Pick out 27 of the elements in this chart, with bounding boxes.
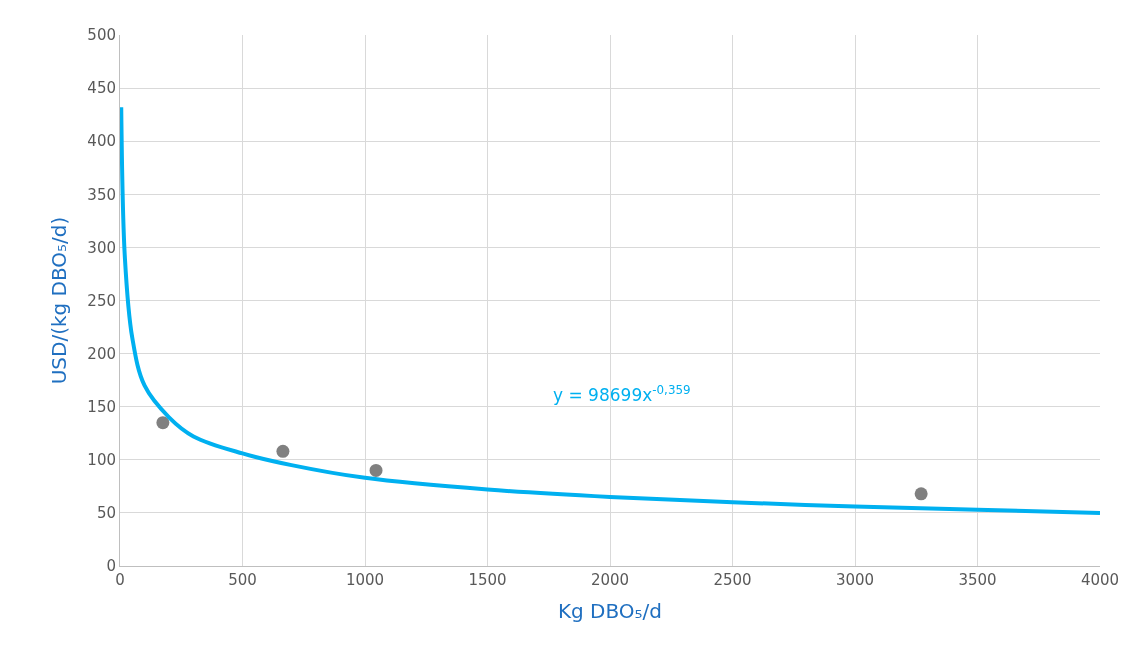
y-tick-label: 450 (87, 79, 116, 98)
y-tick-label: 400 (87, 132, 116, 151)
point (914, 487, 928, 501)
x-tick-label: 3500 (958, 571, 997, 589)
x-tick-label: 1500 (468, 571, 507, 589)
y-tick-label: 150 (87, 397, 116, 416)
x-tick-label: 2000 (590, 571, 630, 589)
point (369, 463, 383, 477)
x-tick-label: 4000 (1080, 571, 1120, 589)
point (276, 444, 290, 458)
annotation: y = 98699x$^{-0,359}$ (553, 383, 691, 406)
y-tick-label: 200 (87, 344, 116, 363)
x-tick-label: 2500 (713, 571, 752, 589)
y-axis-title: USD/(kg DBO₅/d) (46, 216, 71, 385)
y-tick-label: 50 (96, 504, 116, 523)
y-tick-label: 300 (87, 238, 116, 257)
y-tick-label: 250 (87, 291, 116, 310)
y-tick-label: 500 (87, 26, 116, 45)
x-tick-label: 1000 (345, 571, 385, 589)
y-tick-label: 100 (87, 451, 116, 470)
point (156, 416, 170, 430)
y-tick-label: 0 (106, 557, 116, 576)
x-axis-title: Kg DBO₅/d (557, 598, 663, 623)
line-series (120, 105, 1100, 515)
x-tick-label: 500 (228, 571, 257, 589)
x-tick-label: 3000 (835, 571, 875, 589)
y-tick-label: 350 (87, 185, 116, 204)
